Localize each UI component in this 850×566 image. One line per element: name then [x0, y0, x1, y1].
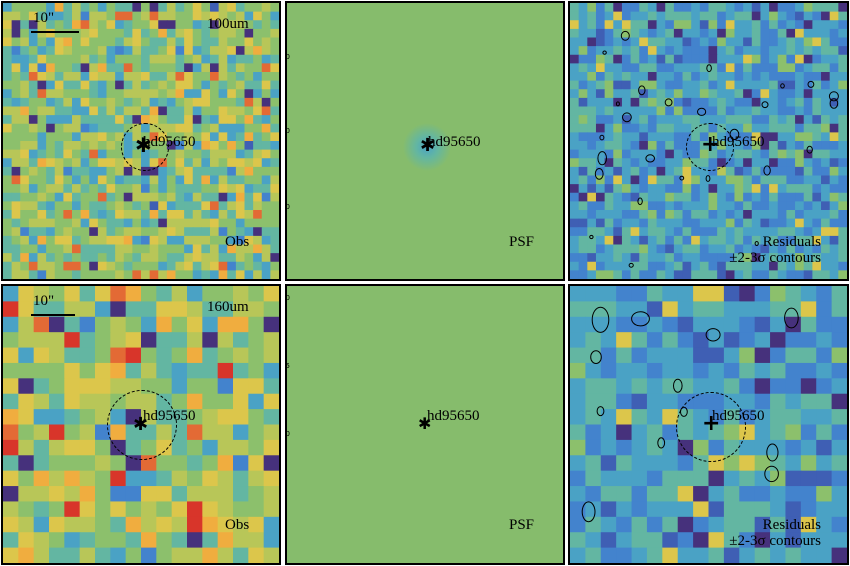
psf-label: PSF	[509, 517, 535, 533]
asterisk-icon: ✱	[133, 414, 149, 435]
panel-residuals-100um: + hd95650 Residuals ±2-3σ contours	[568, 1, 849, 281]
asterisk-icon: ✱	[420, 135, 436, 156]
residuals-label: Residuals	[762, 517, 821, 533]
panel-obs-100um: 10" 100um ✱ hd95650 Obs	[1, 1, 281, 281]
source-label: hd95650	[143, 408, 196, 424]
pixel-map-obs-100um	[3, 3, 279, 279]
asterisk-icon: ✱	[418, 414, 432, 433]
axis-tick: 30	[285, 53, 290, 61]
psf-label: PSF	[509, 234, 535, 250]
scale-bar	[31, 314, 75, 316]
axis-tick: 10	[285, 203, 290, 211]
source-label: hd95650	[712, 408, 765, 424]
psf-map-100um	[287, 3, 563, 279]
aperture-circle	[676, 392, 746, 462]
plus-icon: +	[702, 411, 721, 436]
scale-bar-label: 10"	[33, 10, 55, 26]
pixel-map-obs-160um	[3, 286, 279, 563]
obs-label: Obs	[225, 517, 250, 533]
contours-label: ±2-3σ contours	[729, 250, 821, 266]
band-label: 160um	[207, 299, 249, 315]
aperture-circle	[121, 123, 169, 171]
source-label: hd95650	[428, 134, 481, 150]
axis-tick: 15	[285, 362, 290, 370]
axis-tick: 5	[287, 498, 288, 506]
aperture-circle	[107, 390, 177, 460]
contours-label: ±2-3σ contours	[729, 533, 821, 549]
residuals-label: Residuals	[762, 234, 821, 250]
source-label: hd95650	[143, 134, 196, 150]
panel-psf-100um: ✱ hd95650 PSF 30 20 10	[285, 1, 565, 281]
source-label: hd95650	[427, 408, 480, 424]
band-label: 100um	[207, 16, 249, 32]
scale-bar-label: 10"	[33, 293, 55, 309]
axis-tick: 20	[285, 127, 290, 135]
axis-tick: 20	[285, 294, 290, 302]
psf-map-160um	[287, 286, 563, 563]
pixel-map-residuals-160um	[570, 286, 847, 563]
panel-obs-160um: 10" 160um ✱ hd95650 Obs	[1, 284, 281, 565]
aperture-circle	[686, 123, 734, 171]
source-label: hd95650	[712, 134, 765, 150]
pixel-map-residuals-100um	[570, 3, 847, 279]
axis-tick: 10	[285, 430, 290, 438]
asterisk-icon: ✱	[135, 133, 152, 157]
obs-label: Obs	[225, 234, 250, 250]
plus-icon: +	[701, 132, 720, 157]
panel-residuals-160um: + hd95650 Residuals ±2-3σ contours	[568, 284, 849, 565]
panel-psf-160um: ✱ hd95650 PSF 20 15 10 5	[285, 284, 565, 565]
scale-bar	[31, 31, 79, 33]
